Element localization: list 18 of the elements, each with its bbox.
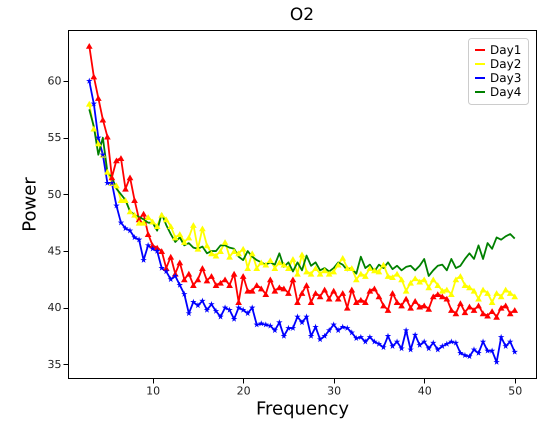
x-tick-label: 10 [146,384,160,398]
chart-title: O2 [290,5,314,25]
x-tick-label: 50 [508,384,522,398]
x-tick-label: 20 [236,384,251,398]
legend-label: Day3 [490,71,522,85]
y-tick-label: 40 [48,301,62,314]
legend-label: Day1 [490,43,522,57]
y-axis-title: Power [20,176,41,232]
y-tick-label: 60 [48,74,62,88]
y-tick-label: 35 [48,358,62,371]
legend-label: Day4 [490,85,522,99]
legend-label: Day2 [490,57,522,71]
x-tick-label: 40 [418,384,432,398]
x-axis-title: Frequency [256,398,350,420]
y-tick-label: 45 [48,244,62,258]
y-tick-label: 50 [48,188,62,201]
x-tick-label: 30 [327,384,342,398]
y-tick-label: 55 [48,131,62,144]
